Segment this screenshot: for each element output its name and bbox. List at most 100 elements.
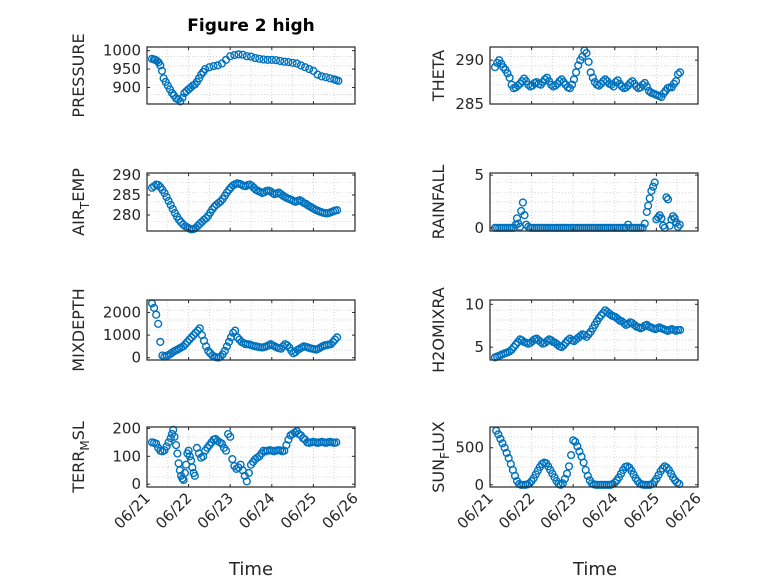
rainfall-data-point	[520, 211, 529, 220]
h2omixra-ylabel: H2OMIXRA	[429, 287, 448, 373]
terr_msl-ytick-label: 0	[131, 475, 141, 493]
pressure-data-point	[246, 52, 256, 61]
rainfall-ytick-label: 0	[474, 219, 484, 237]
h2omixra-ytick-label: 5	[474, 338, 484, 356]
h2omixra-data-point	[580, 331, 589, 340]
theta-data-point	[607, 80, 616, 89]
air_temp-ytick-label: 290	[112, 166, 141, 184]
terr_msl-ytick-label: 100	[112, 447, 141, 465]
rainfall-data-point	[670, 214, 679, 223]
rainfall-data-point	[647, 186, 656, 196]
theta-data-point	[675, 68, 685, 77]
air_temp-data-point	[174, 215, 184, 224]
subplot-theta: 285 290 THETA	[429, 46, 699, 113]
terr_msl-ylabel: TERRMSL	[69, 421, 92, 494]
air_temp-ylabel-subscript: T	[78, 201, 92, 210]
sun_flux-ylabel-part: SUN	[429, 459, 448, 493]
pressure-data-point	[242, 52, 251, 61]
air_temp-data-point	[202, 214, 211, 223]
rainfall-axes-box	[489, 172, 699, 232]
mixdepth-data-point	[220, 346, 229, 356]
pressure-data-point	[284, 57, 293, 67]
rainfall-data-point	[648, 182, 658, 191]
x-axis-label-right: Time	[572, 559, 617, 580]
terr_msl-data-point	[166, 434, 175, 443]
theta-data-point	[574, 61, 583, 70]
terr_msl-data-point	[184, 446, 193, 455]
pressure-data-point	[334, 76, 343, 85]
pressure-data-point	[178, 93, 187, 102]
sun_flux-data-point	[494, 430, 503, 439]
mixdepth-axes-box	[146, 299, 356, 361]
sun_flux-ylabel-subscript: F	[438, 452, 452, 459]
pressure-data-point	[251, 53, 260, 63]
sun_flux-data-point	[502, 448, 511, 458]
air_temp-data-point	[166, 200, 175, 210]
sun_flux-data-point	[564, 462, 574, 471]
pressure-data-point	[205, 63, 214, 72]
terr_msl-data-point	[284, 435, 293, 444]
pressure-data-point	[292, 59, 301, 68]
air_temp-ylabel: AIRTEMP	[69, 168, 92, 236]
mixdepth-data-point	[152, 310, 161, 319]
sun_flux-data-point	[569, 436, 578, 445]
theta-data-point	[638, 80, 647, 89]
terr_msl-data-point	[221, 446, 231, 455]
mixdepth-data-point	[330, 335, 340, 344]
theta-data-point	[642, 82, 651, 91]
subplot-h2omixra: 5 10 H2OMIXRA	[429, 287, 699, 373]
terr_msl-ylabel-part: TERR	[69, 451, 88, 494]
subplot-air_temp: 280 285 290 AIRTEMP	[69, 166, 356, 236]
h2omixra-data-point	[675, 325, 685, 335]
air_temp-axes-box	[146, 172, 356, 232]
mixdepth-data-point	[154, 319, 163, 328]
pressure-data-point	[234, 50, 243, 59]
pressure-data-point	[230, 50, 239, 60]
pressure-data-point	[263, 55, 272, 65]
h2omixra-data-point	[557, 343, 566, 352]
mixdepth-data-point	[276, 344, 286, 353]
terr_msl-data-point	[170, 432, 179, 441]
terr_msl-data-point	[172, 441, 181, 450]
sun_flux-data-point	[662, 463, 671, 472]
sun_flux-data-point	[510, 471, 520, 481]
air_temp-data-point	[297, 197, 306, 206]
sun_flux-data-point	[556, 480, 565, 489]
theta-data-point	[671, 77, 681, 86]
sun_flux-data-point	[560, 474, 570, 484]
h2omixra-data-point	[630, 320, 639, 330]
h2omixra-ytick-label: 10	[465, 295, 484, 313]
sun_flux-data-point	[583, 471, 592, 481]
h2omixra-data-point	[517, 336, 527, 345]
air_temp-data-point	[162, 192, 171, 202]
theta-data-point	[594, 81, 604, 90]
theta-data-point	[588, 73, 597, 82]
theta-data-point	[569, 75, 579, 84]
rainfall-ytick-label: 5	[474, 166, 484, 184]
terr_msl-ylabel-part: SL	[69, 421, 88, 440]
air_temp-data-point	[216, 197, 225, 206]
rainfall-data-point	[650, 178, 659, 187]
air_temp-ylabel-part: EMP	[69, 168, 88, 202]
theta-data-point	[621, 83, 631, 92]
theta-data-point	[490, 63, 500, 72]
mixdepth-ylabel: MIXDEPTH	[69, 288, 88, 371]
pressure-data-point	[209, 61, 218, 71]
sun_flux-data-point	[579, 458, 588, 467]
mixdepth-data-point	[156, 337, 165, 347]
pressure-data-point	[226, 52, 235, 61]
mixdepth-data-point	[233, 333, 242, 342]
terr_msl-data-point	[190, 471, 199, 480]
theta-data-point	[601, 75, 610, 84]
rainfall-data-point	[657, 214, 666, 223]
terr_msl-data-point	[244, 468, 254, 478]
theta-data-point	[611, 77, 620, 87]
terr_msl-ylabel-subscript: M	[78, 440, 92, 450]
terr_msl-data-point	[228, 455, 237, 464]
sun_flux-data-point	[575, 447, 584, 456]
h2omixra-axes-box	[489, 299, 699, 361]
mixdepth-data-point	[189, 331, 198, 340]
terr_msl-data-point	[180, 468, 190, 478]
figure-title: Figure 2 high	[187, 16, 315, 36]
